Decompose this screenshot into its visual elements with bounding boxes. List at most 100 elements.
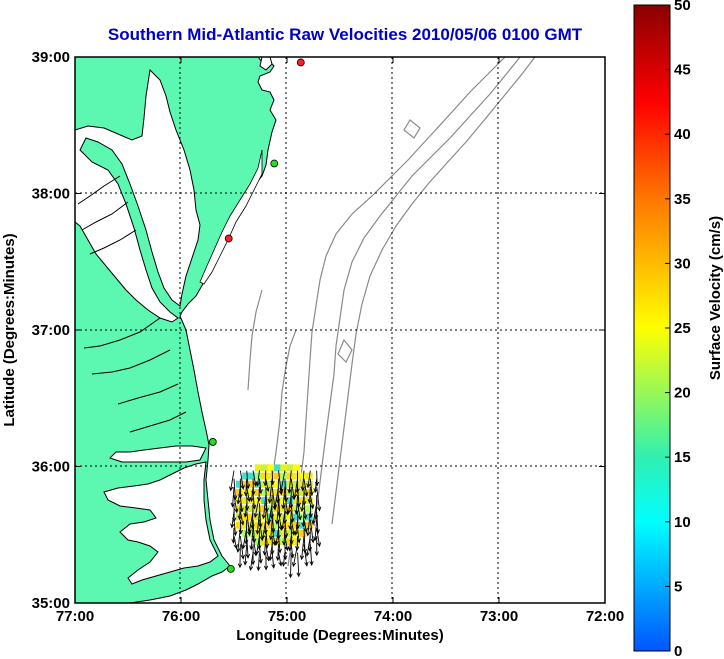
velocity-arrowhead [299,555,305,561]
velocity-arrowhead [271,563,276,569]
velocity-arrowhead [273,503,278,509]
velocity-arrowhead [237,515,242,521]
velocity-cell [254,464,262,472]
velocity-arrowhead [311,519,316,525]
rivers [77,175,187,433]
velocity-cell [242,521,250,529]
velocity-arrowhead [244,506,250,512]
velocity-arrowhead [306,483,311,489]
velocity-arrowhead [274,540,279,546]
velocity-arrow [278,552,282,566]
velocity-arrow [277,544,279,561]
velocity-arrowhead [245,484,251,490]
velocity-arrow [239,536,244,559]
velocity-cell [273,464,281,472]
velocity-arrowhead [295,488,300,494]
velocity-arrow [270,519,273,540]
velocity-arrowhead [250,560,256,566]
velocity-arrowhead [309,491,314,497]
velocity-cell [273,472,281,480]
velocity-arrow [295,495,299,514]
colorbar-tick-label: 35 [674,191,691,208]
velocity-cell [305,480,313,488]
velocity-cell [248,505,256,513]
velocity-arrow [271,511,275,533]
y-tick-label: 36:00 [32,459,70,476]
velocity-arrowhead [240,554,245,560]
velocity-arrowhead [289,540,294,545]
velocity-arrowhead [255,481,261,487]
velocity-cell [248,472,256,480]
velocity-arrowhead [271,528,276,534]
velocity-cell [248,480,256,488]
velocity-arrow [230,470,235,491]
velocity-arrowhead [287,546,293,552]
velocity-arrowhead [295,546,300,552]
velocity-arrow [256,511,260,534]
x-tick-label: 74:00 [374,608,412,625]
velocity-arrow [245,519,248,544]
velocity-arrowhead [265,486,270,492]
velocity-arrow [232,527,235,543]
y-axis-label: Latitude (Degrees:Minutes) [1,233,18,426]
y-tick-label: 37:00 [32,322,70,339]
velocity-arrowhead [264,543,270,549]
velocity-arrowhead [290,517,295,523]
velocity-arrowhead [279,487,284,493]
x-tick-label: 73:00 [480,608,518,625]
y-tick-label: 38:00 [32,186,70,203]
velocity-arrowhead [303,514,308,520]
velocity-cell [286,505,294,513]
station-marker [270,159,279,168]
velocity-cell [299,488,307,496]
velocity-arrowhead [251,490,256,496]
velocity-arrow [309,519,314,543]
velocity-arrowhead [290,553,295,559]
colorbar-tick-label: 30 [674,255,691,272]
velocity-arrowhead [253,513,258,519]
velocity-arrowhead [277,548,282,554]
velocity-arrowhead [262,550,267,556]
velocity-cell [299,472,307,480]
velocity-arrow [303,519,307,532]
x-tick-label: 75:00 [268,608,306,625]
velocity-arrowhead [267,519,272,525]
velocity-arrowhead [275,519,280,525]
velocity-arrow [284,478,287,502]
velocity-arrowhead [278,561,283,567]
velocity-cell [242,472,250,480]
colorbar-tick-label: 20 [674,385,691,402]
velocity-arrow [289,536,292,551]
velocity-arrow [264,536,267,555]
velocity-arrowhead [237,563,243,569]
velocity-cell [261,488,269,496]
velocity-cell [305,513,313,521]
velocity-arrowhead [263,565,269,571]
velocity-cell [235,505,243,513]
velocity-arrow [297,503,301,520]
velocity-cell [242,513,250,521]
velocity-arrowhead [296,572,301,578]
velocity-arrowhead [313,488,318,494]
velocity-cell [267,472,275,480]
velocity-arrow [297,486,300,507]
colorbar-label: Surface Velocity (cm/s) [707,216,724,380]
velocity-arrowhead [234,508,239,514]
velocity-arrowhead [258,558,263,564]
velocity-cell [261,472,269,480]
velocity-arrow [258,486,260,501]
velocity-cell [293,472,301,480]
velocity-arrow [302,470,305,491]
velocity-arrow [264,470,267,486]
velocity-arrowhead [254,550,260,556]
velocity-arrow [309,544,313,565]
velocity-arrowhead [280,525,285,531]
velocity-cell [286,488,294,496]
velocity-arrowhead [232,517,237,523]
velocity-arrowhead [268,556,273,562]
velocity-cell [286,513,294,521]
colorbar-tick-label: 45 [674,62,691,79]
velocity-arrow [316,511,319,534]
velocity-cell [242,480,250,488]
velocity-arrow [250,486,254,502]
